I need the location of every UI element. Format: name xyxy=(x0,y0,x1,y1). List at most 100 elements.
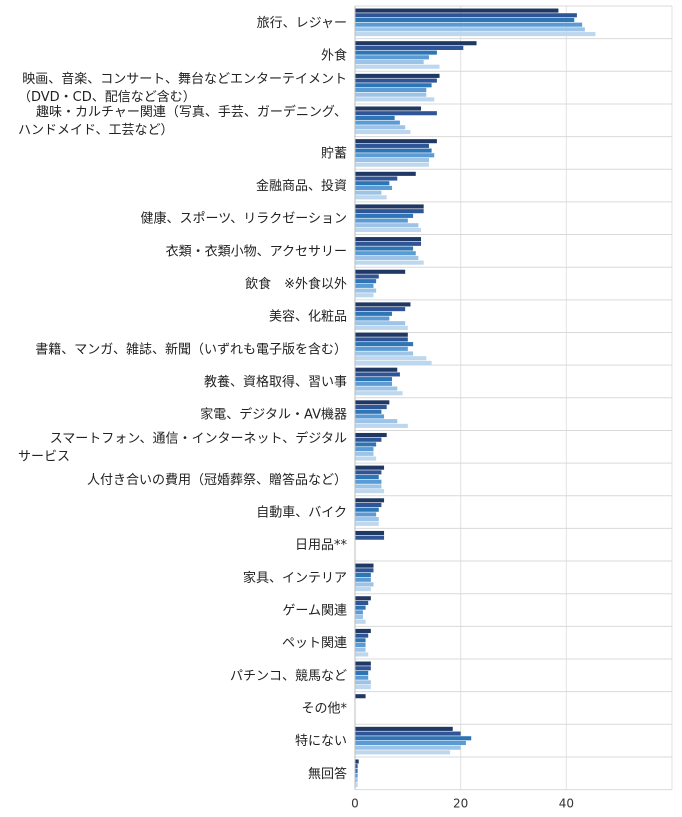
category-label: 金融商品、投資 xyxy=(256,178,347,194)
category-label: 美容、化粧品 xyxy=(269,309,347,325)
category-label: 日用品** xyxy=(295,538,348,553)
category-label: 旅行、レジャー xyxy=(257,16,347,31)
bar-7-3 xyxy=(355,251,416,256)
bar-20-0 xyxy=(355,661,371,666)
bar-12-2 xyxy=(355,409,382,414)
bar-10-2 xyxy=(355,342,414,347)
bar-6-1 xyxy=(355,209,424,214)
bar-9-5 xyxy=(355,325,408,330)
bar-15-5 xyxy=(355,521,379,526)
category-label: （DVD・CD、配信など含む） xyxy=(18,89,196,105)
category-label: 教養、資格取得、習い事 xyxy=(204,374,347,390)
bar-0-0 xyxy=(355,8,559,13)
bar-18-4 xyxy=(355,615,363,620)
bar-2-1 xyxy=(355,78,437,83)
category-label: 飲食 ※外食以外 xyxy=(245,276,347,292)
bar-10-4 xyxy=(355,351,414,356)
category-label: 人付き合いの費用（冠婚葬祭、贈答品など） xyxy=(87,472,347,488)
bar-2-4 xyxy=(355,92,427,97)
bar-4-2 xyxy=(355,148,432,153)
bar-0-5 xyxy=(355,32,596,37)
bar-13-0 xyxy=(355,432,387,438)
category-label: 家電、デジタル・AV機器 xyxy=(200,407,347,423)
bar-10-1 xyxy=(355,337,408,342)
bar-1-3 xyxy=(355,55,429,60)
bar-9-1 xyxy=(355,307,406,312)
bar-11-3 xyxy=(355,381,392,386)
bar-17-0 xyxy=(355,563,374,568)
bar-11-1 xyxy=(355,372,400,377)
bar-22-4 xyxy=(355,745,461,750)
bar-9-4 xyxy=(355,321,406,326)
bar-18-0 xyxy=(355,596,371,601)
bar-16-1 xyxy=(355,535,385,540)
bar-3-5 xyxy=(355,129,411,135)
bar-15-2 xyxy=(355,507,379,512)
bar-6-5 xyxy=(355,227,422,233)
bar-7-1 xyxy=(355,241,422,246)
bar-4-5 xyxy=(355,162,429,167)
bar-8-2 xyxy=(355,279,377,284)
bar-1-0 xyxy=(355,41,477,46)
bar-4-1 xyxy=(355,143,429,148)
bar-10-3 xyxy=(355,346,408,351)
bar-7-4 xyxy=(355,255,419,260)
bar-10-5 xyxy=(355,356,427,361)
bar-14-1 xyxy=(355,470,382,475)
bar-17-1 xyxy=(355,568,374,573)
category-label: ペット関連 xyxy=(282,636,347,651)
bar-5-5 xyxy=(355,195,387,200)
bar-22-0 xyxy=(355,726,453,731)
bar-6-2 xyxy=(355,213,414,218)
bar-8-5 xyxy=(355,293,374,298)
bar-3-4 xyxy=(355,125,406,130)
bar-12-5 xyxy=(355,423,408,428)
bar-19-1 xyxy=(355,633,369,638)
bar-20-1 xyxy=(355,666,371,671)
bar-1-2 xyxy=(355,50,437,55)
bar-13-2 xyxy=(355,442,377,447)
bar-5-1 xyxy=(355,176,398,181)
bar-19-3 xyxy=(355,642,366,648)
bar-0-3 xyxy=(355,22,583,27)
bar-7-2 xyxy=(355,246,414,251)
bar-18-1 xyxy=(355,600,369,606)
category-label: ハンドメイド、工芸など） xyxy=(18,122,173,138)
bar-1-1 xyxy=(355,45,464,50)
category-label: 書籍、マンガ、雑誌、新聞（いずれも電子版を含む） xyxy=(35,341,347,357)
bar-16-0 xyxy=(355,530,385,536)
bar-23-3 xyxy=(355,773,358,778)
category-label: その他* xyxy=(301,701,347,716)
bar-5-4 xyxy=(355,190,382,195)
bar-8-3 xyxy=(355,283,374,288)
category-label: 自動車、バイク xyxy=(256,506,347,521)
category-label: 健康、スポーツ、リラクゼーション xyxy=(141,211,347,227)
bar-13-5 xyxy=(355,456,377,461)
bar-9-3 xyxy=(355,316,390,321)
bar-8-0 xyxy=(355,269,406,274)
bar-19-2 xyxy=(355,638,366,643)
bar-3-3 xyxy=(355,120,400,125)
bar-4-0 xyxy=(355,139,437,144)
bar-6-4 xyxy=(355,223,419,228)
bar-11-4 xyxy=(355,386,398,391)
category-label: 趣味・カルチャー関連（写真、手芸、ガーデニング、 xyxy=(36,104,347,120)
bar-14-2 xyxy=(355,475,379,480)
bar-15-1 xyxy=(355,502,382,508)
bar-18-3 xyxy=(355,610,363,615)
bar-9-2 xyxy=(355,311,392,316)
bar-22-1 xyxy=(355,731,461,736)
bar-23-2 xyxy=(355,768,358,773)
bar-2-3 xyxy=(355,87,427,93)
bar-14-0 xyxy=(355,465,385,470)
bar-12-4 xyxy=(355,419,398,424)
bar-20-3 xyxy=(355,675,369,680)
bar-11-0 xyxy=(355,367,398,372)
bar-22-5 xyxy=(355,750,451,755)
bar-5-0 xyxy=(355,171,416,176)
category-label: サービス xyxy=(18,449,70,464)
x-tick-label-2: 40 xyxy=(559,797,574,811)
bar-17-3 xyxy=(355,577,371,582)
